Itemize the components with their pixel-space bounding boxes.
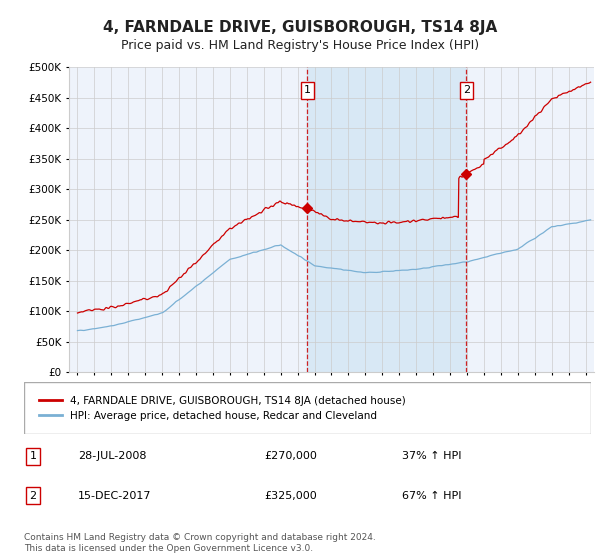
Text: Contains HM Land Registry data © Crown copyright and database right 2024.
This d: Contains HM Land Registry data © Crown c… <box>24 533 376 553</box>
Text: 2: 2 <box>29 491 37 501</box>
Text: 1: 1 <box>29 451 37 461</box>
Text: 1: 1 <box>304 85 311 95</box>
Text: £270,000: £270,000 <box>264 451 317 461</box>
Text: 28-JUL-2008: 28-JUL-2008 <box>78 451 146 461</box>
Text: Price paid vs. HM Land Registry's House Price Index (HPI): Price paid vs. HM Land Registry's House … <box>121 39 479 52</box>
Text: 67% ↑ HPI: 67% ↑ HPI <box>402 491 461 501</box>
Bar <box>307 67 466 372</box>
Text: £325,000: £325,000 <box>264 491 317 501</box>
Text: 15-DEC-2017: 15-DEC-2017 <box>78 491 151 501</box>
Text: 37% ↑ HPI: 37% ↑ HPI <box>402 451 461 461</box>
Text: 4, FARNDALE DRIVE, GUISBOROUGH, TS14 8JA: 4, FARNDALE DRIVE, GUISBOROUGH, TS14 8JA <box>103 20 497 35</box>
Text: 2: 2 <box>463 85 470 95</box>
Legend: 4, FARNDALE DRIVE, GUISBOROUGH, TS14 8JA (detached house), HPI: Average price, d: 4, FARNDALE DRIVE, GUISBOROUGH, TS14 8JA… <box>35 391 410 425</box>
